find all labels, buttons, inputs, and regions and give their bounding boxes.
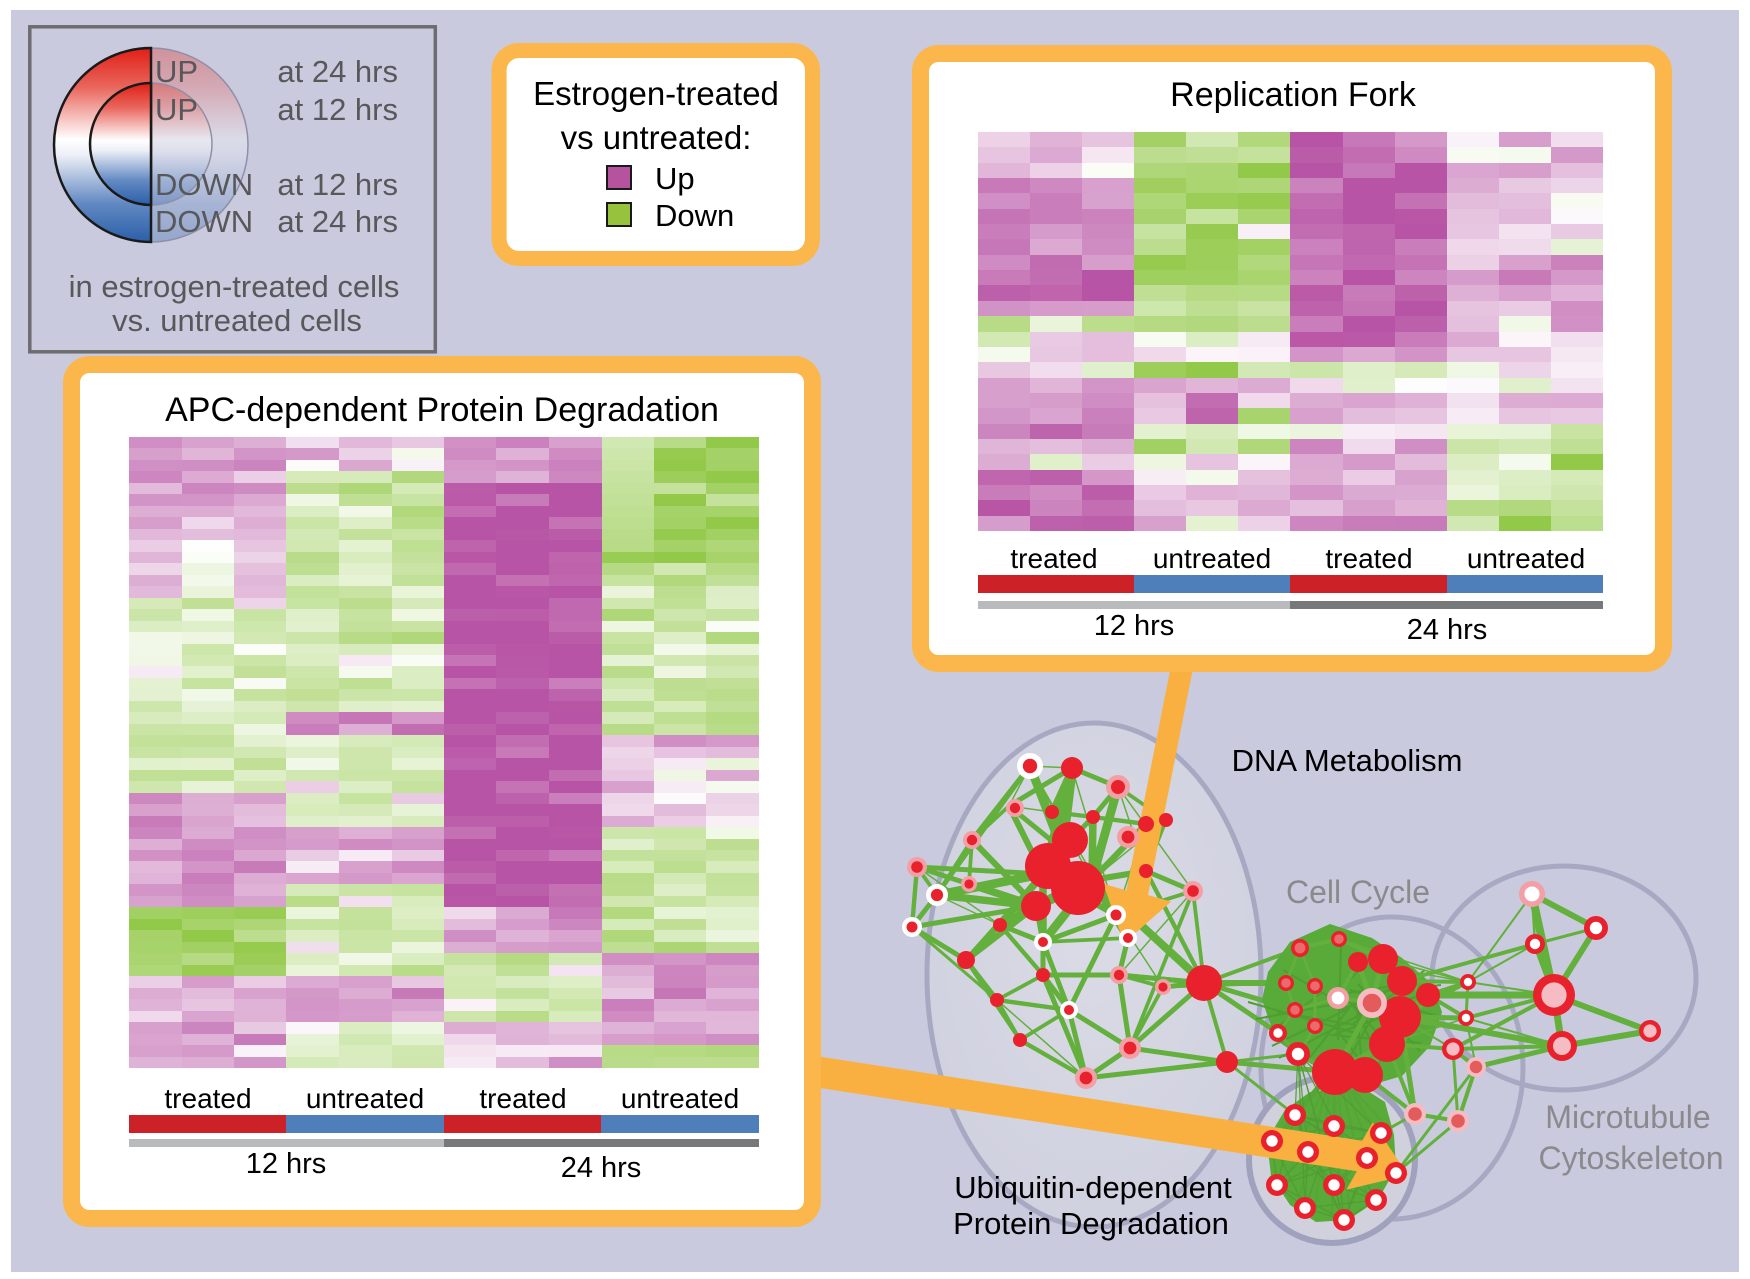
svg-text:at 24 hrs: at 24 hrs [277,204,398,239]
svg-text:treated: treated [164,1083,251,1114]
svg-text:vs. untreated cells: vs. untreated cells [112,303,362,338]
svg-text:12 hrs: 12 hrs [246,1148,327,1180]
svg-text:at 12 hrs: at 12 hrs [277,92,398,127]
svg-text:UP: UP [155,92,198,127]
svg-text:at 12 hrs: at 12 hrs [277,167,398,202]
svg-text:untreated: untreated [1467,543,1585,574]
svg-text:Cytoskeleton: Cytoskeleton [1539,1140,1724,1176]
svg-text:12 hrs: 12 hrs [1094,610,1175,642]
svg-text:Microtubule: Microtubule [1545,1099,1710,1135]
svg-text:Up: Up [655,161,695,196]
svg-text:Estrogen-treated: Estrogen-treated [533,75,779,112]
svg-text:DOWN: DOWN [155,167,253,202]
svg-text:DOWN: DOWN [155,204,253,239]
svg-text:DNA Metabolism: DNA Metabolism [1232,743,1463,778]
svg-text:treated: treated [1010,543,1097,574]
svg-text:24 hrs: 24 hrs [1407,614,1488,646]
svg-text:Cell Cycle: Cell Cycle [1286,874,1430,910]
svg-text:treated: treated [479,1083,566,1114]
svg-text:treated: treated [1325,543,1412,574]
svg-text:at 24 hrs: at 24 hrs [277,54,398,89]
svg-text:in estrogen-treated cells: in estrogen-treated cells [69,269,400,304]
svg-text:APC-dependent Protein Degradat: APC-dependent Protein Degradation [165,391,719,429]
svg-text:untreated: untreated [1153,543,1271,574]
svg-text:untreated: untreated [306,1083,424,1114]
svg-text:Down: Down [655,198,734,233]
svg-text:untreated: untreated [621,1083,739,1114]
svg-text:24 hrs: 24 hrs [561,1152,642,1184]
svg-text:Ubiquitin-dependent: Ubiquitin-dependent [954,1170,1232,1205]
svg-text:Protein Degradation: Protein Degradation [953,1206,1229,1241]
svg-text:UP: UP [155,54,198,89]
svg-text:vs untreated:: vs untreated: [561,119,752,156]
svg-text:Replication Fork: Replication Fork [1170,76,1417,114]
